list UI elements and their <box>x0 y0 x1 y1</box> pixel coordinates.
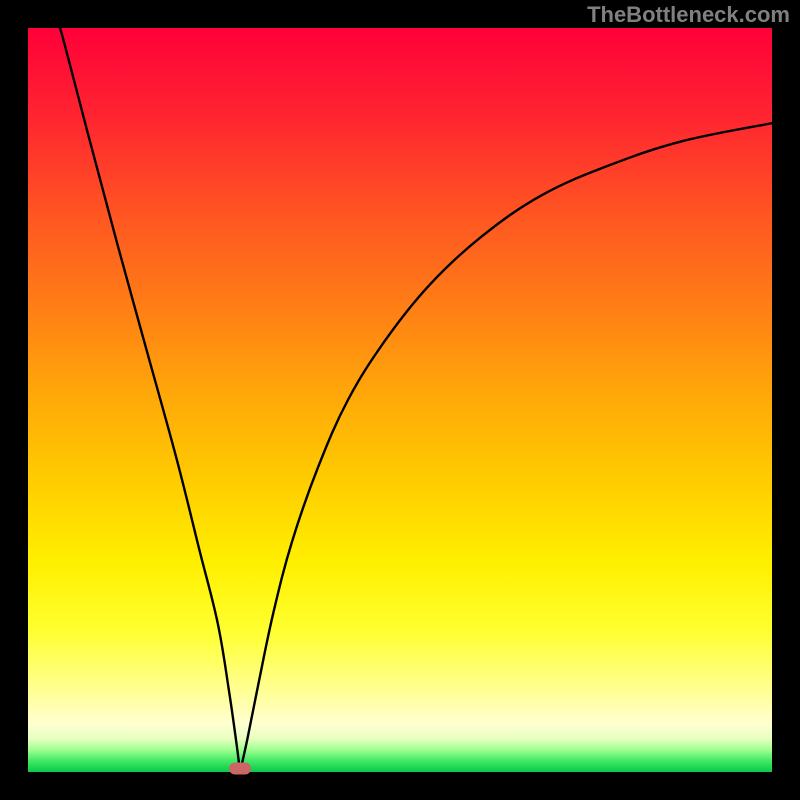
gradient-background <box>28 28 772 772</box>
valley-marker <box>229 763 251 775</box>
bottleneck-chart <box>0 0 800 800</box>
chart-container: TheBottleneck.com <box>0 0 800 800</box>
watermark-label: TheBottleneck.com <box>587 2 790 28</box>
